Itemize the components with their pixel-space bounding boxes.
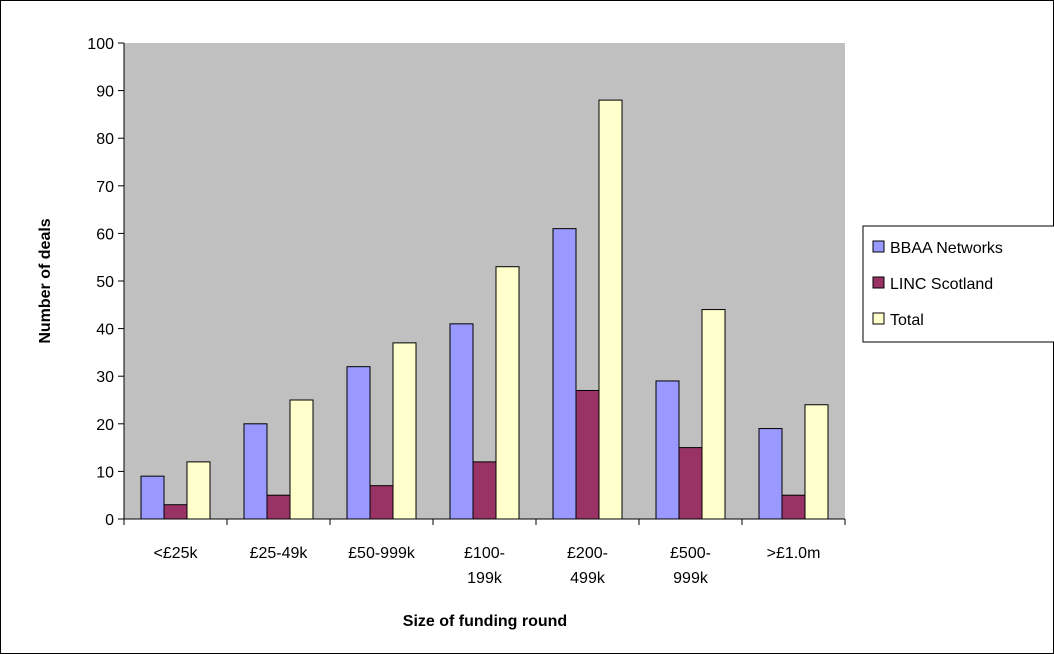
- y-tick-label: 40: [96, 322, 114, 339]
- bar-total: [804, 404, 829, 520]
- legend-swatch: [872, 312, 885, 325]
- bar-bbaa-networks: [758, 428, 783, 520]
- y-axis-ticks: 0 10 20 30 40 50 60 70 80 90 100: [87, 36, 124, 529]
- bar-total: [289, 399, 314, 520]
- legend-swatch: [872, 276, 885, 289]
- plot-area: [124, 43, 845, 519]
- bar-bbaa-networks: [552, 228, 577, 520]
- x-tick-label: £200-499k: [567, 545, 608, 587]
- legend-box: [862, 225, 1054, 343]
- y-tick-label: 50: [96, 274, 114, 291]
- x-tick-label: £500-999k: [670, 545, 711, 587]
- y-axis-title: Number of deals: [37, 218, 54, 343]
- bar-total: [392, 342, 417, 520]
- legend-label: LINC Scotland: [890, 276, 993, 293]
- legend: BBAA Networks LINC Scotland Total: [862, 225, 1054, 343]
- bar-bbaa-networks: [140, 475, 165, 520]
- bar-linc-scotland: [266, 494, 291, 520]
- x-tick-label: £100-199k: [464, 545, 505, 587]
- bar-linc-scotland: [678, 447, 703, 520]
- bar-bbaa-networks: [655, 380, 680, 520]
- y-tick-label: 90: [96, 84, 114, 101]
- bar-bbaa-networks: [346, 366, 371, 520]
- bar-bbaa-networks: [243, 423, 268, 520]
- x-tick-label: £50-999k: [348, 545, 416, 562]
- bar-linc-scotland: [369, 485, 394, 520]
- bar-linc-scotland: [575, 389, 600, 520]
- legend-label: Total: [890, 312, 924, 329]
- x-axis-title: Size of funding round: [403, 613, 567, 630]
- bar-linc-scotland: [781, 494, 806, 520]
- y-tick-label: 10: [96, 464, 114, 481]
- x-tick-label: £25-49k: [250, 545, 309, 562]
- y-tick-label: 20: [96, 417, 114, 434]
- bar-linc-scotland: [472, 461, 497, 520]
- y-tick-label: 80: [96, 131, 114, 148]
- bars: [140, 99, 829, 520]
- bar-total: [701, 309, 726, 520]
- bar-total: [186, 461, 211, 520]
- bar-total: [598, 99, 623, 520]
- bar-total: [495, 266, 520, 520]
- y-tick-label: 30: [96, 369, 114, 386]
- x-tick-label: <£25k: [153, 545, 198, 562]
- legend-label: BBAA Networks: [890, 240, 1003, 257]
- bar-linc-scotland: [163, 504, 188, 520]
- y-tick-label: 0: [105, 512, 114, 529]
- y-tick-label: 70: [96, 179, 114, 196]
- y-tick-label: 100: [87, 36, 114, 53]
- x-tick-label: >£1.0m: [767, 545, 821, 562]
- legend-swatch: [872, 240, 885, 253]
- bar-bbaa-networks: [449, 323, 474, 520]
- x-axis-ticks: <£25k £25-49k £50-999k £100-199k £200-499k £5…: [123, 519, 846, 587]
- y-tick-label: 60: [96, 226, 114, 243]
